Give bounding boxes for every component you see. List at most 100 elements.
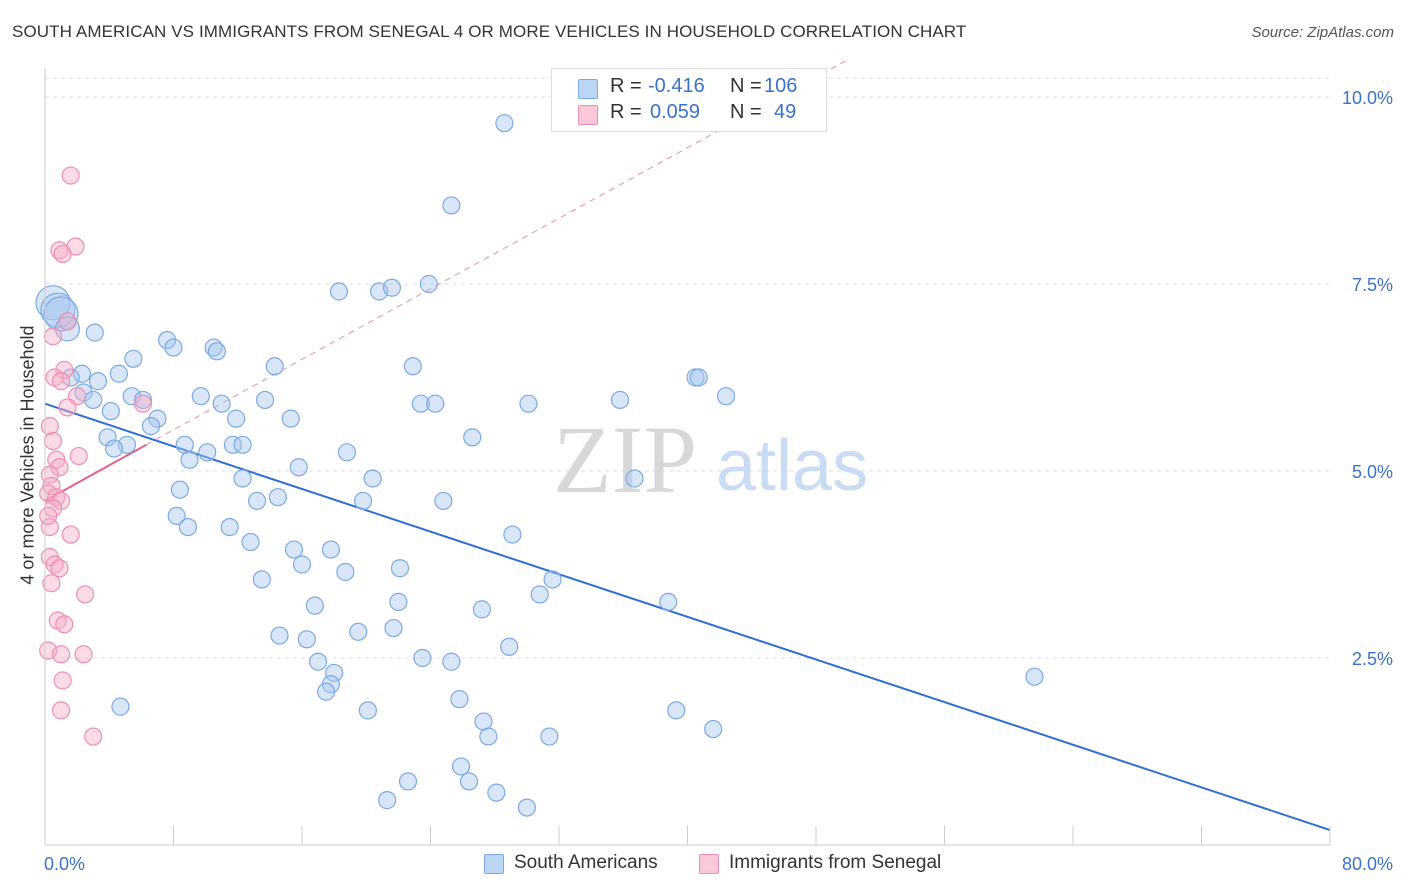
point-south-american	[247, 491, 267, 511]
y-tick-label: 2.5%	[1352, 649, 1393, 669]
point-south-american	[358, 701, 377, 720]
point-south-american	[426, 394, 445, 413]
point-south-american	[178, 517, 198, 537]
trend-extension-senegal	[145, 59, 849, 446]
point-south-american	[704, 719, 723, 739]
point-south-american	[212, 394, 231, 413]
point-south-american	[191, 387, 210, 406]
point-south-american	[353, 491, 373, 511]
point-senegal	[69, 446, 88, 466]
legend-swatch-blue	[484, 854, 504, 874]
point-south-american	[411, 394, 430, 413]
point-senegal	[51, 372, 71, 391]
point-south-american	[157, 331, 177, 350]
point-south-american	[321, 540, 341, 559]
point-south-american	[43, 296, 79, 332]
point-south-american	[180, 450, 199, 469]
point-south-american	[109, 364, 128, 383]
point-south-american	[389, 592, 408, 612]
gridlines	[45, 77, 1330, 659]
point-senegal	[39, 506, 58, 525]
point-south-american	[292, 555, 312, 574]
point-south-american	[625, 469, 644, 488]
point-south-american	[255, 390, 275, 410]
point-south-american	[198, 443, 217, 462]
point-south-american	[451, 757, 471, 776]
point-south-american	[519, 394, 538, 413]
point-south-american	[349, 622, 368, 641]
point-south-american	[308, 652, 328, 671]
point-south-american	[141, 417, 161, 436]
x-tick-label-max: 80.0%	[1342, 854, 1393, 874]
point-senegal	[40, 417, 59, 436]
point-south-american	[403, 357, 422, 376]
point-senegal	[133, 394, 153, 413]
point-senegal	[53, 671, 72, 690]
point-south-american	[167, 506, 186, 525]
point-south-american	[170, 480, 190, 499]
point-south-american	[442, 196, 461, 215]
correlation-legend: R = -0.416 N = 106 R = 0.059 N = 49	[551, 68, 827, 132]
legend-label: Immigrants from Senegal	[729, 852, 942, 873]
point-south-american	[1025, 667, 1044, 686]
point-senegal	[74, 645, 93, 664]
y-tick-label: 7.5%	[1352, 275, 1393, 295]
point-south-american	[689, 368, 708, 387]
point-south-american	[207, 342, 226, 361]
point-south-american	[459, 772, 479, 791]
point-south-american	[233, 435, 252, 454]
point-senegal	[61, 525, 80, 544]
watermark: ZIP atlas	[553, 406, 868, 513]
point-south-american	[463, 428, 482, 447]
n-value: 49	[774, 101, 797, 123]
point-senegal	[55, 615, 74, 634]
point-south-american	[540, 727, 559, 746]
y-axis-label: 4 or more Vehicles in Household	[17, 325, 38, 585]
y-tick-label: 10.0%	[1342, 88, 1393, 108]
point-senegal	[51, 701, 71, 720]
watermark-atlas: atlas	[716, 426, 868, 506]
point-south-american	[659, 592, 678, 612]
point-senegal	[61, 166, 80, 185]
point-south-american	[500, 637, 519, 656]
point-south-american	[241, 532, 260, 552]
point-south-american	[233, 469, 252, 488]
point-south-american	[297, 630, 316, 649]
trend-line-south-americans	[44, 402, 1331, 831]
watermark-zip: ZIP	[553, 406, 697, 513]
point-south-american	[223, 435, 243, 454]
source-credit: Source: ZipAtlas.com	[1251, 24, 1394, 41]
point-senegal	[55, 360, 74, 380]
point-south-american	[378, 791, 397, 810]
point-senegal	[76, 585, 95, 604]
point-south-american	[98, 428, 117, 447]
point-south-american	[72, 364, 92, 383]
point-south-american	[270, 626, 289, 645]
n-label: N =	[730, 101, 762, 123]
point-south-american	[227, 409, 246, 428]
legend-swatch-pink	[699, 854, 719, 874]
point-south-american	[220, 517, 239, 537]
point-south-american	[316, 682, 336, 701]
point-south-american	[517, 798, 536, 817]
point-senegal	[43, 327, 63, 346]
point-south-american	[164, 338, 183, 357]
point-senegal	[42, 574, 61, 593]
point-south-american	[111, 697, 130, 716]
point-south-american	[284, 540, 304, 559]
point-south-american	[716, 387, 736, 406]
point-south-american	[124, 349, 143, 368]
point-south-american	[382, 278, 402, 297]
r-label: R =	[610, 75, 642, 97]
point-south-american	[268, 488, 288, 507]
point-south-american	[85, 323, 104, 342]
chart-title: SOUTH AMERICAN VS IMMIGRANTS FROM SENEGA…	[12, 22, 967, 41]
axes: 2.5% 5.0% 7.5% 10.0% 0.0% 80.0%	[44, 68, 1393, 874]
point-south-american	[503, 525, 522, 544]
point-south-american	[384, 618, 403, 638]
point-south-american	[390, 559, 410, 578]
point-south-american	[667, 701, 686, 720]
n-value: 106	[764, 75, 798, 97]
point-senegal	[43, 431, 63, 451]
point-senegal	[50, 458, 69, 477]
